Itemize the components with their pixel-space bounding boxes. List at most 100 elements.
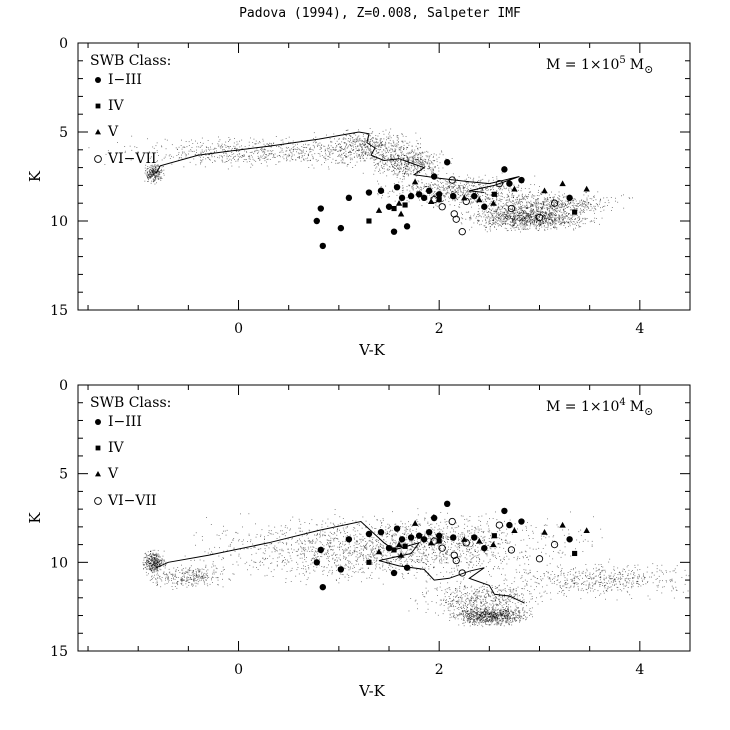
- star-dot: [261, 150, 263, 152]
- star-dot: [501, 223, 503, 225]
- star-dot: [515, 209, 517, 211]
- star-dot: [196, 152, 197, 153]
- star-dot: [510, 201, 512, 203]
- star-dot: [408, 158, 410, 160]
- star-dot: [482, 189, 484, 191]
- star-dot: [345, 156, 347, 158]
- marker-vi-vii: [94, 155, 102, 163]
- star-dot: [362, 152, 363, 153]
- star-dot: [479, 187, 480, 188]
- star-dot: [198, 569, 200, 571]
- star-dot: [410, 171, 412, 173]
- star-dot: [586, 202, 588, 204]
- star-dot: [407, 166, 409, 167]
- star-dot: [242, 148, 244, 150]
- star-dot: [274, 157, 276, 158]
- star-dot: [466, 194, 468, 196]
- star-dot: [269, 146, 271, 148]
- star-dot: [237, 143, 239, 145]
- star-dot: [409, 169, 411, 171]
- star-dot: [145, 173, 147, 175]
- star-dot: [520, 219, 522, 221]
- star-dot: [478, 194, 479, 196]
- star-dot: [596, 218, 597, 219]
- star-dot: [340, 147, 341, 149]
- star-dot: [316, 141, 317, 143]
- star-dot: [590, 204, 591, 206]
- star-dot: [444, 196, 446, 198]
- star-dot: [508, 188, 510, 190]
- star-dot: [456, 198, 457, 200]
- star-dot: [177, 584, 179, 586]
- star-dot: [459, 204, 460, 205]
- star-dot: [508, 214, 509, 216]
- star-dot: [403, 147, 405, 149]
- star-dot: [434, 183, 436, 185]
- star-dot: [495, 220, 497, 222]
- star-dot: [467, 174, 468, 176]
- star-dot: [301, 155, 303, 157]
- star-dot: [158, 178, 159, 179]
- star-dot: [226, 161, 228, 162]
- star-dot: [362, 143, 364, 145]
- star-dot: [460, 194, 462, 196]
- star-dot: [569, 225, 571, 227]
- star-dot: [516, 199, 518, 201]
- star-dot: [515, 210, 517, 212]
- star-dot: [519, 212, 521, 214]
- star-dot: [449, 185, 451, 187]
- star-dot: [382, 194, 383, 196]
- marker-i-iii: [501, 166, 508, 173]
- star-dot: [146, 568, 148, 570]
- star-dot: [266, 143, 268, 145]
- star-dot: [349, 144, 351, 145]
- star-dot: [373, 173, 375, 175]
- star-dot: [359, 137, 361, 139]
- star-dot: [459, 187, 461, 188]
- star-dot: [144, 167, 146, 169]
- star-dot: [548, 213, 550, 215]
- legend: SWB Class: I−III IV V VI−VII: [90, 53, 171, 167]
- star-dot: [358, 149, 360, 151]
- star-dot: [399, 147, 401, 148]
- star-dot: [527, 215, 529, 216]
- star-dot: [327, 149, 329, 151]
- star-dot: [380, 160, 382, 162]
- star-dot: [425, 183, 427, 185]
- star-dot: [520, 223, 522, 225]
- star-dot: [173, 567, 175, 569]
- star-dot: [538, 217, 540, 218]
- star-dot: [329, 147, 330, 149]
- star-dot: [485, 227, 487, 228]
- star-dot: [492, 219, 494, 221]
- star-dot: [266, 154, 267, 155]
- star-dot: [546, 200, 548, 202]
- star-dot: [388, 146, 390, 148]
- star-dot: [492, 217, 494, 219]
- star-dot: [452, 187, 454, 189]
- star-dot: [410, 164, 412, 166]
- star-dot: [388, 157, 390, 159]
- star-dot: [276, 155, 278, 157]
- star-dot: [242, 155, 244, 157]
- star-dot: [559, 216, 561, 218]
- star-dot: [379, 138, 381, 140]
- star-dot: [407, 173, 409, 175]
- star-dot: [576, 221, 578, 223]
- star-dot: [433, 160, 435, 162]
- star-dot: [580, 204, 582, 206]
- star-dot: [412, 185, 414, 187]
- star-dot: [272, 157, 274, 158]
- star-dot: [241, 139, 243, 141]
- star-dot: [302, 151, 304, 153]
- star-dot: [150, 564, 152, 566]
- star-dot: [159, 562, 161, 564]
- star-dot: [374, 159, 376, 160]
- star-dot: [408, 158, 410, 160]
- marker-i-iii: [345, 194, 353, 202]
- star-dot: [152, 172, 154, 174]
- star-dot: [520, 198, 522, 200]
- star-dot: [391, 191, 393, 192]
- star-dot: [551, 205, 553, 207]
- star-dot: [522, 204, 524, 206]
